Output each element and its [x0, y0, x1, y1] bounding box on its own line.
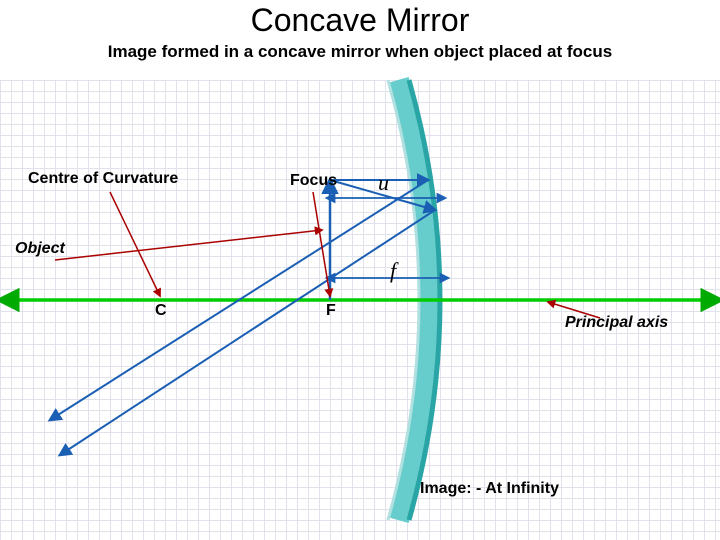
- label-c: C: [155, 302, 167, 320]
- label-centre-curvature: Centre of Curvature: [28, 170, 178, 188]
- label-object: Object: [15, 240, 65, 258]
- label-focus: Focus: [290, 172, 337, 190]
- label-image-note: Image: - At Infinity: [420, 480, 559, 498]
- label-ff: F: [326, 302, 336, 320]
- label-principal-axis: Principal axis: [565, 314, 668, 332]
- ptr-c: [110, 192, 160, 296]
- label-f: f: [390, 258, 396, 284]
- label-u: u: [378, 170, 389, 196]
- ray2-reflected: [60, 210, 435, 455]
- ptr-object: [55, 230, 322, 260]
- optics-svg: [0, 0, 720, 540]
- diagram-canvas: Concave Mirror Image formed in a concave…: [0, 0, 720, 540]
